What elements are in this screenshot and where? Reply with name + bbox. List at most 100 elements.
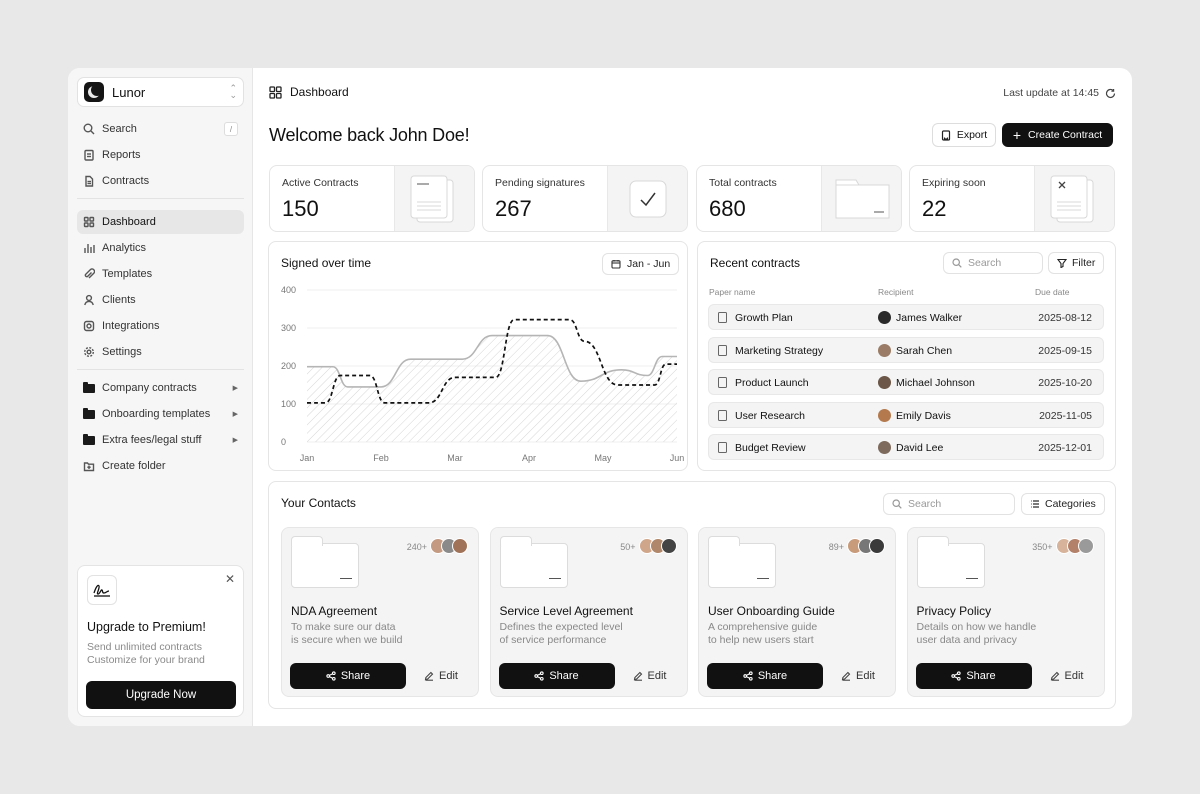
categories-button[interactable]: Categories xyxy=(1021,493,1105,515)
description-line-1: Details on how we handle xyxy=(916,621,1037,633)
share-button[interactable]: Share xyxy=(290,663,406,689)
share-button[interactable]: Share xyxy=(498,663,615,689)
contact-card[interactable]: 240+ NDA Agreement To make sure our data is… xyxy=(281,527,479,697)
sidebar-item-dashboard[interactable]: Dashboard xyxy=(77,210,244,234)
document-x-icon xyxy=(1034,166,1114,231)
edit-button[interactable]: Edit xyxy=(633,663,666,689)
analytics-icon xyxy=(84,244,95,253)
sidebar-item-contracts[interactable]: Contracts xyxy=(77,169,244,193)
sidebar-item-analytics[interactable]: Analytics xyxy=(77,236,244,260)
calendar-icon xyxy=(611,260,621,269)
contact-card[interactable]: 50+ Service Level Agreement Defines the ex… xyxy=(489,527,688,697)
categories-label: Categories xyxy=(1045,498,1096,510)
share-button[interactable]: Share xyxy=(915,663,1032,689)
paper-name: Marketing Strategy xyxy=(735,344,824,357)
recipient-name: Emily Davis xyxy=(896,409,951,422)
create-contract-label: Create Contract xyxy=(1028,129,1103,141)
table-row[interactable]: Budget Review David Lee 2025-12-01 xyxy=(708,434,1104,460)
x-tick-label: Feb xyxy=(373,453,389,463)
stat-card-total: Total contracts 680 xyxy=(696,165,902,232)
avatar xyxy=(452,538,468,554)
description-line-2: to help new users start xyxy=(708,634,814,646)
table-row[interactable]: Growth Plan James Walker 2025-08-12 xyxy=(708,304,1104,330)
workspace-switcher[interactable]: Lunor ⌃ ⌄ xyxy=(77,77,244,107)
table-row[interactable]: User Research Emily Davis 2025-11-05 xyxy=(708,401,1104,428)
share-label: Share xyxy=(966,670,996,682)
share-icon xyxy=(743,671,753,681)
pencil-icon xyxy=(424,671,434,681)
document-icon xyxy=(718,344,727,356)
breadcrumb: Dashboard xyxy=(269,85,349,99)
grid-icon xyxy=(269,85,282,99)
share-button[interactable]: Share xyxy=(707,663,823,689)
close-icon[interactable]: ✕ xyxy=(224,572,235,586)
contact-card-title: NDA Agreement xyxy=(291,604,378,618)
contact-card-description: To make sure our data is secure when we b… xyxy=(291,621,431,647)
pencil-icon xyxy=(1050,671,1059,681)
sidebar-item-label: Integrations xyxy=(102,320,160,332)
avatar xyxy=(660,538,677,554)
upgrade-now-button[interactable]: Upgrade Now xyxy=(86,681,236,709)
recent-search-input[interactable]: Search xyxy=(943,252,1043,274)
contact-card-description: A comprehensive guide to help new users s… xyxy=(708,621,848,647)
checkmark-icon xyxy=(607,166,687,231)
filter-button[interactable]: Filter xyxy=(1048,252,1105,274)
description-line-1: To make sure our data xyxy=(291,621,396,633)
sidebar-item-label: Dashboard xyxy=(102,216,156,228)
sidebar-divider xyxy=(77,198,244,199)
table-row[interactable]: Marketing Strategy Sarah Chen 2025-09-15 xyxy=(708,336,1104,363)
sidebar-item-settings[interactable]: Settings xyxy=(77,340,244,364)
edit-button[interactable]: Edit xyxy=(1050,663,1083,689)
sidebar-item-clients[interactable]: Clients xyxy=(77,288,244,312)
user-icon xyxy=(84,294,94,306)
recent-contracts-card: Recent contracts Search Filter Paper nam… xyxy=(697,241,1116,471)
export-button[interactable]: Export xyxy=(932,123,996,147)
refresh-icon[interactable] xyxy=(1105,88,1116,99)
member-count: 50+ xyxy=(620,542,636,552)
sidebar-search[interactable]: Search / xyxy=(77,117,244,141)
contact-card[interactable]: 89+ User Onboarding Guide A comprehensive … xyxy=(698,527,896,697)
x-tick-label: Apr xyxy=(522,453,536,463)
date-range-picker[interactable]: Jan - Jun xyxy=(602,253,680,275)
search-icon xyxy=(83,123,95,135)
breadcrumb-label: Dashboard xyxy=(290,85,349,99)
share-label: Share xyxy=(549,670,579,682)
edit-button[interactable]: Edit xyxy=(841,663,875,689)
sidebar-item-templates[interactable]: Templates xyxy=(77,262,244,286)
due-date: 2025-12-01 xyxy=(1038,442,1092,454)
signature-icon xyxy=(87,575,117,605)
caret-right-icon[interactable]: ▶ xyxy=(232,385,238,392)
stat-value: 150 xyxy=(282,196,319,221)
sidebar-folder-company-contracts[interactable]: Company contracts ▶ xyxy=(77,376,244,400)
contacts-search-input[interactable]: Search xyxy=(883,493,1015,515)
upgrade-description: Send unlimited contracts Customize for y… xyxy=(87,641,205,667)
app-name: Lunor xyxy=(112,84,146,100)
folder-plus-icon xyxy=(83,462,95,472)
series-line-1 xyxy=(307,334,677,388)
moon-logo-icon xyxy=(84,82,104,102)
create-folder-button[interactable]: Create folder xyxy=(77,454,244,478)
caret-right-icon[interactable]: ▶ xyxy=(232,411,238,418)
folder-icon xyxy=(708,536,776,588)
stat-card-active: Active Contracts 150 xyxy=(269,165,475,232)
avatar xyxy=(878,441,891,454)
sidebar-item-reports[interactable]: Reports xyxy=(77,143,244,167)
contact-card[interactable]: 350+ Privacy Policy Details on how we hand… xyxy=(906,527,1105,697)
y-tick-label: 200 xyxy=(281,361,296,371)
paper-name: User Research xyxy=(735,409,806,422)
table-row[interactable]: Product Launch Michael Johnson 2025-10-20 xyxy=(708,369,1104,395)
stat-label: Pending signatures xyxy=(495,177,585,189)
edit-button[interactable]: Edit xyxy=(424,663,458,689)
report-icon xyxy=(84,149,94,161)
sidebar-item-label: Clients xyxy=(102,294,136,306)
document-icon xyxy=(718,312,727,323)
main-content: Dashboard Last update at 14:45 Welcome b… xyxy=(253,68,1132,726)
sidebar-folder-onboarding-templates[interactable]: Onboarding templates ▶ xyxy=(77,402,244,426)
create-contract-button[interactable]: + Create Contract xyxy=(1002,123,1113,147)
sidebar-item-integrations[interactable]: Integrations xyxy=(77,314,244,338)
caret-right-icon[interactable]: ▶ xyxy=(232,437,238,444)
sidebar-folder-extra-fees[interactable]: Extra fees/legal stuff ▶ xyxy=(77,428,244,452)
paper-name: Budget Review xyxy=(735,442,806,454)
contact-card-title: User Onboarding Guide xyxy=(708,604,835,618)
filter-label: Filter xyxy=(1072,257,1096,269)
